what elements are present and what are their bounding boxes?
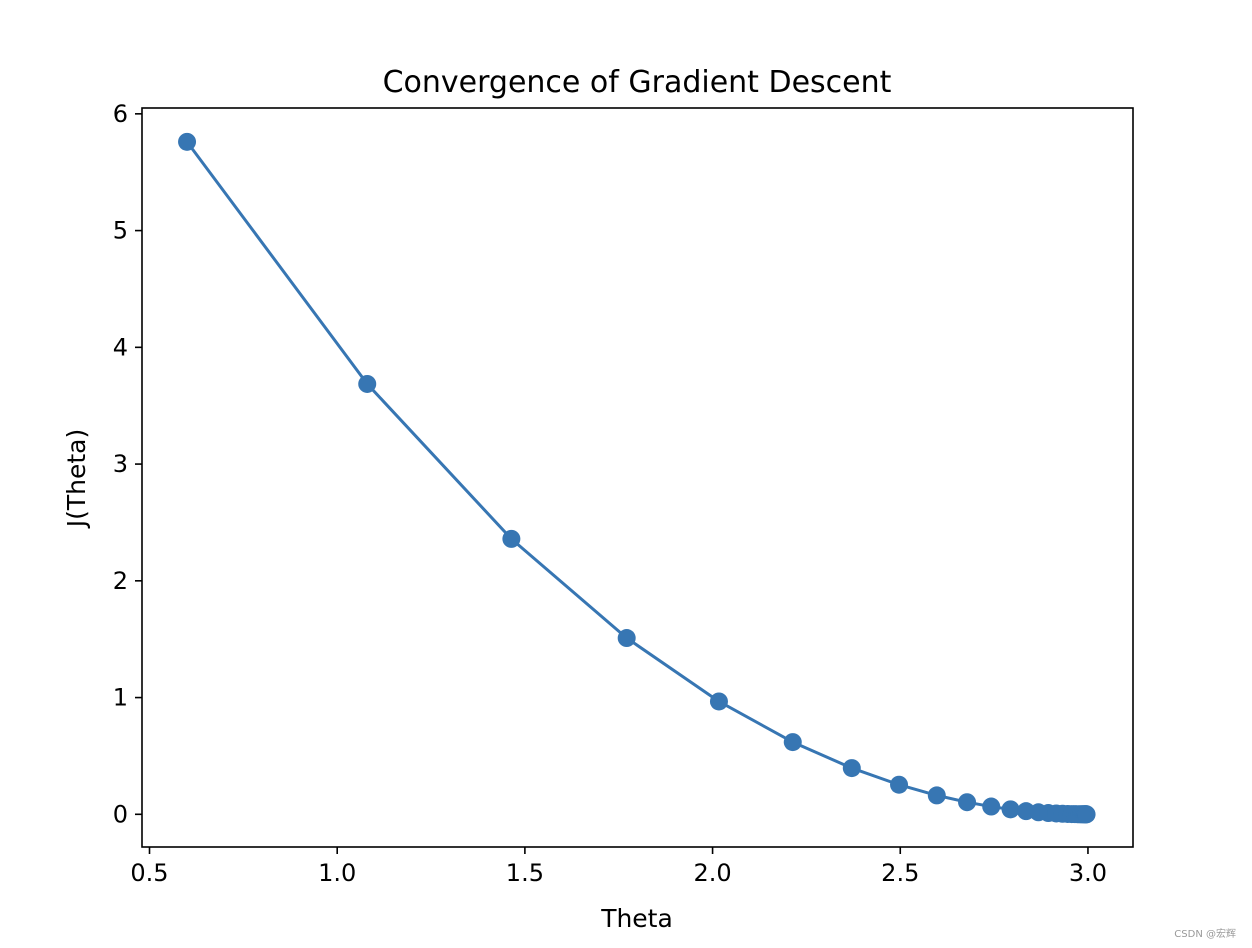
series-line	[185, 140, 1088, 816]
x-tick-label: 2.5	[881, 859, 919, 887]
data-point	[178, 132, 197, 151]
y-tick-label: 0	[113, 800, 128, 828]
data-point	[783, 733, 802, 752]
y-tick-label: 5	[113, 217, 128, 245]
x-tick-label: 2.0	[693, 859, 731, 887]
data-point	[617, 629, 636, 648]
x-tick-label: 1.5	[506, 859, 544, 887]
watermark-text: CSDN @宏辉	[1174, 927, 1236, 940]
data-point	[842, 759, 861, 778]
y-axis-ticks: 0 1 2 3 4 5 6	[113, 100, 142, 828]
data-point	[502, 529, 521, 548]
y-tick-label: 2	[113, 567, 128, 595]
x-tick-label: 1.0	[318, 859, 356, 887]
x-axis-label: Theta	[600, 904, 673, 933]
y-tick-label: 4	[113, 333, 128, 361]
x-axis-ticks: 0.5 1.0 1.5 2.0 2.5 3.0	[130, 847, 1107, 887]
data-point	[927, 786, 946, 805]
data-point	[890, 775, 909, 794]
data-point	[982, 797, 1001, 816]
y-tick-label: 1	[113, 684, 128, 712]
chart-title: Convergence of Gradient Descent	[383, 65, 892, 100]
plot-area-frame	[141, 107, 1134, 848]
x-tick-label: 3.0	[1069, 859, 1107, 887]
y-tick-label: 6	[113, 100, 128, 128]
plot-series	[178, 132, 1096, 824]
x-tick-label: 0.5	[130, 859, 168, 887]
data-point	[709, 692, 728, 711]
data-point	[1001, 800, 1020, 819]
data-point	[1077, 805, 1096, 824]
y-axis-label: J(Theta)	[62, 429, 91, 530]
data-point	[958, 793, 977, 812]
data-point	[358, 374, 377, 393]
y-tick-label: 3	[113, 450, 128, 478]
